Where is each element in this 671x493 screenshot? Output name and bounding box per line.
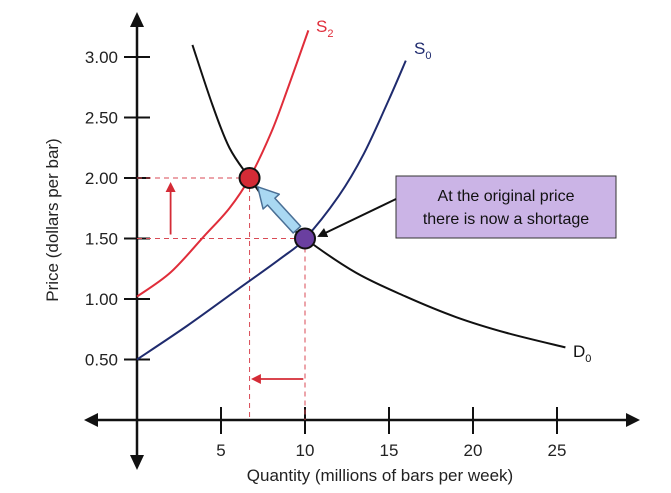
y-tick-label: 1.50 — [85, 230, 118, 249]
y-axis-label: Price (dollars per bar) — [43, 138, 62, 301]
y-tick-label: 2.00 — [85, 169, 118, 188]
y-axis-arrow-bottom — [130, 455, 144, 470]
annotation-line-2: there is now a shortage — [423, 211, 589, 228]
y-tick-label: 3.00 — [85, 48, 118, 67]
x-tick-label: 15 — [380, 441, 399, 460]
curve-s2 — [136, 30, 310, 298]
annotation-pointer — [317, 198, 397, 238]
x-tick-label: 20 — [464, 441, 483, 460]
curve-label-s2: S2 — [316, 17, 333, 40]
curves: S2 S0 D0 — [136, 17, 591, 365]
y-tick-label: 0.50 — [85, 351, 118, 370]
x-axis-arrow-left — [84, 413, 98, 427]
y-tick-label: 2.50 — [85, 109, 118, 128]
annotation: At the original price there is now a sho… — [317, 175, 617, 239]
equilibrium-points — [238, 167, 316, 250]
x-tick-label: 5 — [216, 441, 225, 460]
x-tick-label: 10 — [296, 441, 315, 460]
point-equilibrium-new — [238, 167, 261, 189]
curve-label-d0: D0 — [573, 342, 591, 365]
annotation-box — [395, 175, 617, 239]
curve-label-s0: S0 — [414, 39, 431, 62]
y-tick-label: 1.00 — [85, 290, 118, 309]
shift-arrow — [256, 186, 302, 234]
shift-arrow-shape — [256, 186, 302, 234]
guide-lines — [137, 177, 306, 420]
y-axis-arrow-top — [130, 12, 144, 27]
x-axis-label: Quantity (millions of bars per week) — [247, 466, 513, 485]
annotation-line-1: At the original price — [438, 188, 575, 205]
axes: 5 10 15 20 25 0.50 1.00 1.50 2.00 2.50 3.00 — [84, 12, 640, 470]
point-equilibrium-original — [294, 227, 316, 250]
x-axis-arrow-right — [626, 413, 640, 427]
x-tick-label: 25 — [548, 441, 567, 460]
